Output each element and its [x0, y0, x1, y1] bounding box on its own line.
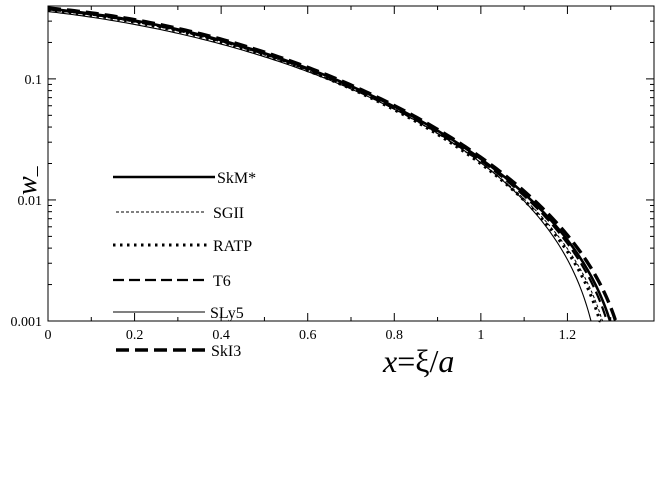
series-line [47, 6, 618, 323]
legend-label: SkM* [217, 170, 256, 187]
x-tick-label: 0.2 [126, 328, 144, 343]
y-tick-label: 0.001 [11, 315, 43, 330]
x-tick-label: 0.8 [386, 328, 404, 343]
x-axis-label-eq: =ξ/ [397, 343, 438, 379]
legend: SkM* SGII RATP T6 SLy5 SkI3 [113, 170, 256, 360]
y-axis-label: w– [12, 165, 47, 195]
series-line [47, 8, 602, 323]
legend-label: SLy5 [210, 305, 244, 322]
x-axis-label-a: a [438, 343, 454, 379]
y-tick-label: 0.1 [25, 73, 43, 88]
series-line [47, 9, 604, 322]
x-axis-label-x: x [382, 343, 397, 379]
x-tick-label: 1.2 [559, 328, 577, 343]
legend-label: SkI3 [211, 343, 241, 360]
x-tick-label: 1 [477, 328, 484, 343]
x-tick-label: 0.4 [212, 328, 230, 343]
x-tick-label: 0 [45, 328, 52, 343]
axis-ticks [47, 5, 655, 322]
plot-frame [47, 5, 655, 322]
series-line [47, 10, 592, 322]
y-axis-label-sub: – [25, 165, 47, 177]
x-tick-label: 0.6 [299, 328, 317, 343]
series-line [47, 7, 612, 322]
series-line [47, 8, 609, 322]
axis-tick-labels: 0 0.2 0.4 0.6 0.8 1 1.2 0.001 0.01 0.1 [11, 73, 577, 343]
y-tick-label: 0.01 [18, 194, 43, 209]
x-axis-label: x=ξ/a [382, 343, 454, 379]
legend-label: T6 [213, 273, 231, 290]
series-curves [47, 6, 618, 323]
legend-label: RATP [213, 238, 252, 255]
legend-label: SGII [213, 205, 244, 222]
y-axis-label-main: w [12, 176, 43, 195]
